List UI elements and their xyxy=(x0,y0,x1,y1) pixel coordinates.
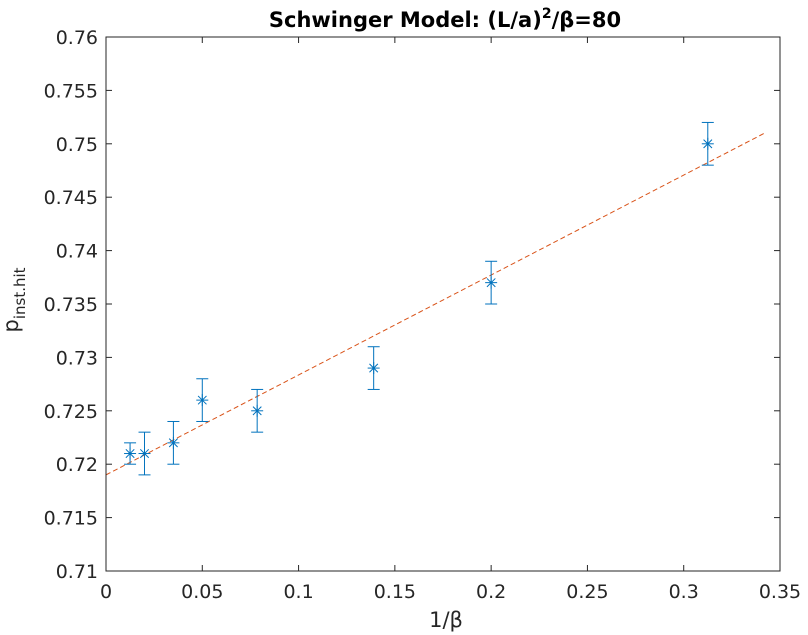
data-point xyxy=(701,121,714,166)
x-tick-label: 0.05 xyxy=(181,581,223,603)
marker-stroke xyxy=(703,139,713,149)
y-tick-label: 0.71 xyxy=(56,561,98,583)
y-tick-label: 0.715 xyxy=(44,508,98,530)
x-tick-label: 0.2 xyxy=(476,581,506,603)
y-axis-label-main: p xyxy=(0,319,23,332)
y-tick-label: 0.75 xyxy=(56,134,98,156)
y-tick-label: 0.725 xyxy=(44,401,98,423)
data-points-layer xyxy=(124,121,714,476)
fit-line-layer xyxy=(105,132,765,476)
y-tick-label: 0.76 xyxy=(56,27,98,49)
data-point xyxy=(251,388,264,433)
y-tick-label: 0.745 xyxy=(44,187,98,209)
data-point xyxy=(367,346,380,390)
data-point xyxy=(196,378,209,422)
chart-title-main: Schwinger Model: (L/a) xyxy=(269,8,542,32)
chart-title-rest: /β=80 xyxy=(552,8,622,32)
marker-stroke xyxy=(197,395,207,405)
y-axis-label-subscript: inst.hit xyxy=(11,267,29,319)
ticks-layer: 0 0.05 0.1 0.15 0.2 0.25 0.3 0.35 0.71 0.715 0.72 0… xyxy=(44,27,802,603)
x-tick-label: 0 xyxy=(100,581,112,603)
fit-line xyxy=(105,132,765,476)
x-axis-label: 1/β xyxy=(429,608,463,632)
data-point xyxy=(124,442,137,465)
data-point xyxy=(138,431,151,476)
data-point xyxy=(485,260,498,305)
x-tick-label: 0.3 xyxy=(669,581,699,603)
marker-stroke xyxy=(369,363,379,373)
y-tick-label: 0.73 xyxy=(56,347,98,369)
y-axis-label: pinst.hit xyxy=(0,267,29,332)
chart-title-superscript: 2 xyxy=(542,6,552,22)
marker-stroke xyxy=(125,448,135,459)
chart-title: Schwinger Model: (L/a)2/β=80 xyxy=(269,6,621,32)
plot-frame xyxy=(105,36,781,572)
y-tick-label: 0.735 xyxy=(44,294,98,316)
marker-stroke xyxy=(252,406,262,416)
marker-stroke xyxy=(139,448,150,459)
y-tick-label: 0.72 xyxy=(56,454,98,476)
x-tick-label: 0.35 xyxy=(759,581,801,603)
x-tick-label: 0.15 xyxy=(374,581,416,603)
y-tick-label: 0.755 xyxy=(44,80,98,102)
x-tick-label: 0.1 xyxy=(283,581,313,603)
marker-stroke xyxy=(486,278,496,288)
y-tick-label: 0.74 xyxy=(56,241,98,263)
x-tick-label: 0.25 xyxy=(566,581,608,603)
data-point xyxy=(167,420,180,465)
marker-stroke xyxy=(168,438,178,448)
